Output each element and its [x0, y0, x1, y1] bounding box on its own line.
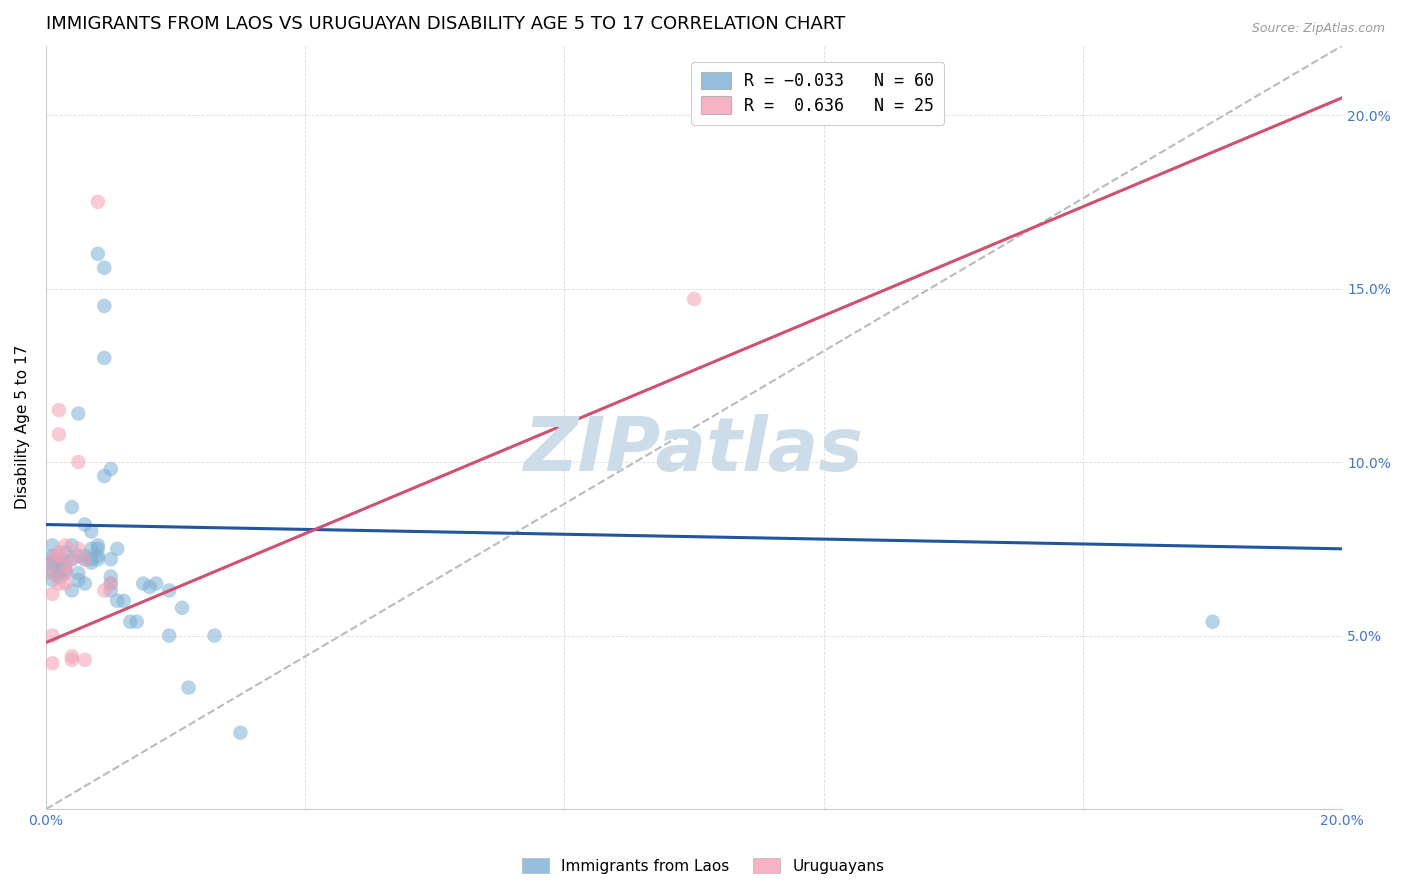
- Point: [100, 462, 122, 476]
- Point: [157, 629, 180, 643]
- Point: [60, 653, 83, 667]
- Point: [55, 566, 77, 581]
- Point: [93, 260, 115, 275]
- Point: [48, 569, 70, 583]
- Point: [55, 556, 77, 570]
- Point: [60, 552, 83, 566]
- Point: [87, 194, 110, 209]
- Legend: R = −0.033   N = 60, R =  0.636   N = 25: R = −0.033 N = 60, R = 0.636 N = 25: [690, 62, 943, 125]
- Point: [1201, 615, 1223, 629]
- Point: [41, 552, 63, 566]
- Point: [67, 541, 90, 556]
- Point: [41, 549, 63, 563]
- Point: [41, 629, 63, 643]
- Point: [132, 576, 155, 591]
- Point: [67, 455, 90, 469]
- Point: [73, 549, 96, 563]
- Point: [60, 552, 83, 566]
- Point: [112, 594, 135, 608]
- Point: [67, 566, 90, 581]
- Point: [67, 407, 90, 421]
- Point: [80, 541, 103, 556]
- Point: [100, 576, 122, 591]
- Point: [683, 292, 706, 306]
- Point: [67, 549, 90, 563]
- Point: [60, 649, 83, 664]
- Point: [87, 552, 110, 566]
- Point: [87, 549, 110, 563]
- Point: [41, 573, 63, 587]
- Point: [100, 569, 122, 583]
- Point: [48, 403, 70, 417]
- Point: [125, 615, 148, 629]
- Point: [73, 552, 96, 566]
- Point: [172, 600, 194, 615]
- Point: [80, 524, 103, 539]
- Point: [105, 594, 128, 608]
- Point: [157, 583, 180, 598]
- Point: [48, 552, 70, 566]
- Point: [73, 552, 96, 566]
- Point: [60, 583, 83, 598]
- Text: ZIPatlas: ZIPatlas: [524, 414, 865, 487]
- Point: [145, 576, 167, 591]
- Point: [41, 538, 63, 552]
- Point: [41, 556, 63, 570]
- Point: [55, 538, 77, 552]
- Point: [93, 351, 115, 365]
- Point: [41, 552, 63, 566]
- Point: [41, 566, 63, 581]
- Point: [48, 576, 70, 591]
- Point: [55, 563, 77, 577]
- Point: [48, 545, 70, 559]
- Point: [87, 541, 110, 556]
- Point: [177, 681, 200, 695]
- Point: [87, 247, 110, 261]
- Point: [48, 566, 70, 581]
- Point: [80, 552, 103, 566]
- Point: [60, 538, 83, 552]
- Point: [100, 583, 122, 598]
- Point: [55, 559, 77, 574]
- Point: [73, 517, 96, 532]
- Y-axis label: Disability Age 5 to 17: Disability Age 5 to 17: [15, 345, 30, 509]
- Point: [48, 559, 70, 574]
- Point: [105, 541, 128, 556]
- Point: [48, 427, 70, 442]
- Point: [93, 469, 115, 483]
- Point: [55, 576, 77, 591]
- Point: [100, 576, 122, 591]
- Point: [93, 583, 115, 598]
- Point: [93, 299, 115, 313]
- Point: [80, 556, 103, 570]
- Point: [204, 629, 226, 643]
- Text: IMMIGRANTS FROM LAOS VS URUGUAYAN DISABILITY AGE 5 TO 17 CORRELATION CHART: IMMIGRANTS FROM LAOS VS URUGUAYAN DISABI…: [46, 15, 845, 33]
- Point: [55, 566, 77, 581]
- Point: [138, 580, 160, 594]
- Point: [48, 549, 70, 563]
- Point: [55, 545, 77, 559]
- Text: Source: ZipAtlas.com: Source: ZipAtlas.com: [1251, 22, 1385, 36]
- Point: [41, 566, 63, 581]
- Point: [87, 538, 110, 552]
- Point: [73, 576, 96, 591]
- Point: [100, 552, 122, 566]
- Point: [60, 500, 83, 515]
- Point: [229, 725, 252, 739]
- Point: [67, 573, 90, 587]
- Point: [41, 657, 63, 671]
- Point: [41, 563, 63, 577]
- Point: [41, 587, 63, 601]
- Point: [73, 653, 96, 667]
- Legend: Immigrants from Laos, Uruguayans: Immigrants from Laos, Uruguayans: [516, 852, 890, 880]
- Point: [120, 615, 142, 629]
